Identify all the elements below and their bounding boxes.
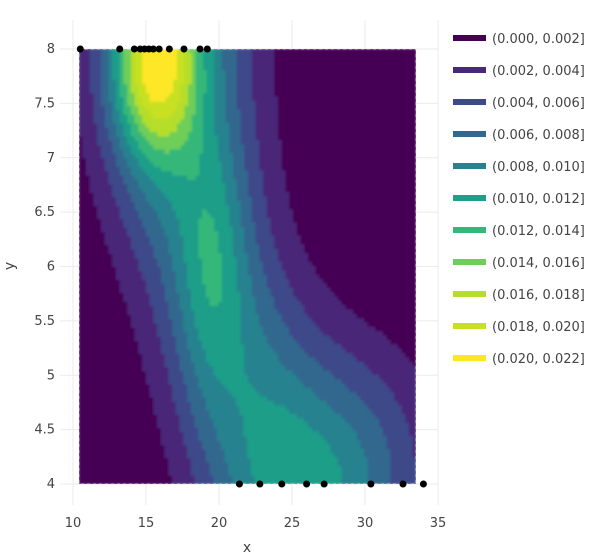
legend-label: (0.016, 0.018] <box>492 288 585 303</box>
axis-ticks: 10 15 20 25 30 35 4 4.5 5 5.5 6 6.5 7 7.5 8 <box>34 42 446 531</box>
legend-item: (0.020, 0.022] <box>453 352 585 367</box>
legend-item: (0.014, 0.016] <box>453 256 585 271</box>
data-point <box>130 45 138 53</box>
data-point <box>320 480 328 488</box>
data-point <box>278 480 286 488</box>
y-axis-title: y <box>2 262 18 270</box>
data-point <box>203 45 211 53</box>
contour-field <box>79 49 416 484</box>
data-point <box>155 45 163 53</box>
x-tick-label: 25 <box>284 516 301 531</box>
y-tick-label: 4 <box>47 477 55 492</box>
data-point <box>367 480 375 488</box>
x-axis-title: x <box>243 540 251 554</box>
legend-item: (0.010, 0.012] <box>453 192 585 207</box>
legend-item: (0.004, 0.006] <box>453 96 585 111</box>
contour-band <box>142 49 177 102</box>
legend-label: (0.006, 0.008] <box>492 128 585 143</box>
x-tick-label: 15 <box>138 516 155 531</box>
data-point <box>76 45 84 53</box>
legend-swatch <box>453 195 486 201</box>
legend-item: (0.008, 0.010] <box>453 160 585 175</box>
y-tick-label: 8 <box>47 42 55 57</box>
legend-swatch <box>453 163 486 169</box>
legend-swatch <box>453 291 486 297</box>
data-points <box>76 45 427 488</box>
legend-swatch <box>453 259 486 265</box>
legend-label: (0.018, 0.020] <box>492 320 585 335</box>
legend-swatch <box>453 67 486 73</box>
data-point <box>149 45 157 53</box>
legend-swatch <box>453 355 486 361</box>
x-tick-label: 20 <box>211 516 228 531</box>
legend-swatch <box>453 35 486 41</box>
legend-item: (0.006, 0.008] <box>453 128 585 143</box>
legend-swatch <box>453 99 486 105</box>
y-tick-label: 7.5 <box>34 96 55 111</box>
legend-label: (0.000, 0.002] <box>492 32 585 47</box>
x-tick-label: 35 <box>430 516 447 531</box>
data-point <box>303 480 311 488</box>
legend-label: (0.002, 0.004] <box>492 64 585 79</box>
data-point <box>180 45 188 53</box>
legend-label: (0.012, 0.014] <box>492 224 585 239</box>
legend-label: (0.008, 0.010] <box>492 160 585 175</box>
legend-item: (0.016, 0.018] <box>453 288 585 303</box>
legend-swatch <box>453 227 486 233</box>
legend-item: (0.000, 0.002] <box>453 32 585 47</box>
y-tick-label: 6.5 <box>34 205 55 220</box>
legend-label: (0.010, 0.012] <box>492 192 585 207</box>
x-tick-label: 10 <box>65 516 82 531</box>
y-tick-label: 5.5 <box>34 314 55 329</box>
y-tick-label: 5 <box>47 368 55 383</box>
data-point <box>256 480 264 488</box>
x-tick-label: 30 <box>357 516 374 531</box>
y-tick-label: 7 <box>47 151 55 166</box>
legend-swatch <box>453 323 486 329</box>
legend-swatch <box>453 131 486 137</box>
legend-item: (0.018, 0.020] <box>453 320 585 335</box>
legend-item: (0.002, 0.004] <box>453 64 585 79</box>
legend-label: (0.020, 0.022] <box>492 352 585 367</box>
y-tick-label: 6 <box>47 260 55 275</box>
legend: (0.000, 0.002] (0.002, 0.004] (0.004, 0.00… <box>453 32 585 367</box>
contour-bands <box>79 49 416 484</box>
data-point <box>116 45 124 53</box>
data-point <box>419 480 427 488</box>
legend-item: (0.012, 0.014] <box>453 224 585 239</box>
data-point <box>235 480 243 488</box>
y-tick-label: 4.5 <box>34 423 55 438</box>
legend-label: (0.014, 0.016] <box>492 256 585 271</box>
legend-label: (0.004, 0.006] <box>492 96 585 111</box>
data-point <box>196 45 204 53</box>
data-point <box>165 45 173 53</box>
data-point <box>399 480 407 488</box>
